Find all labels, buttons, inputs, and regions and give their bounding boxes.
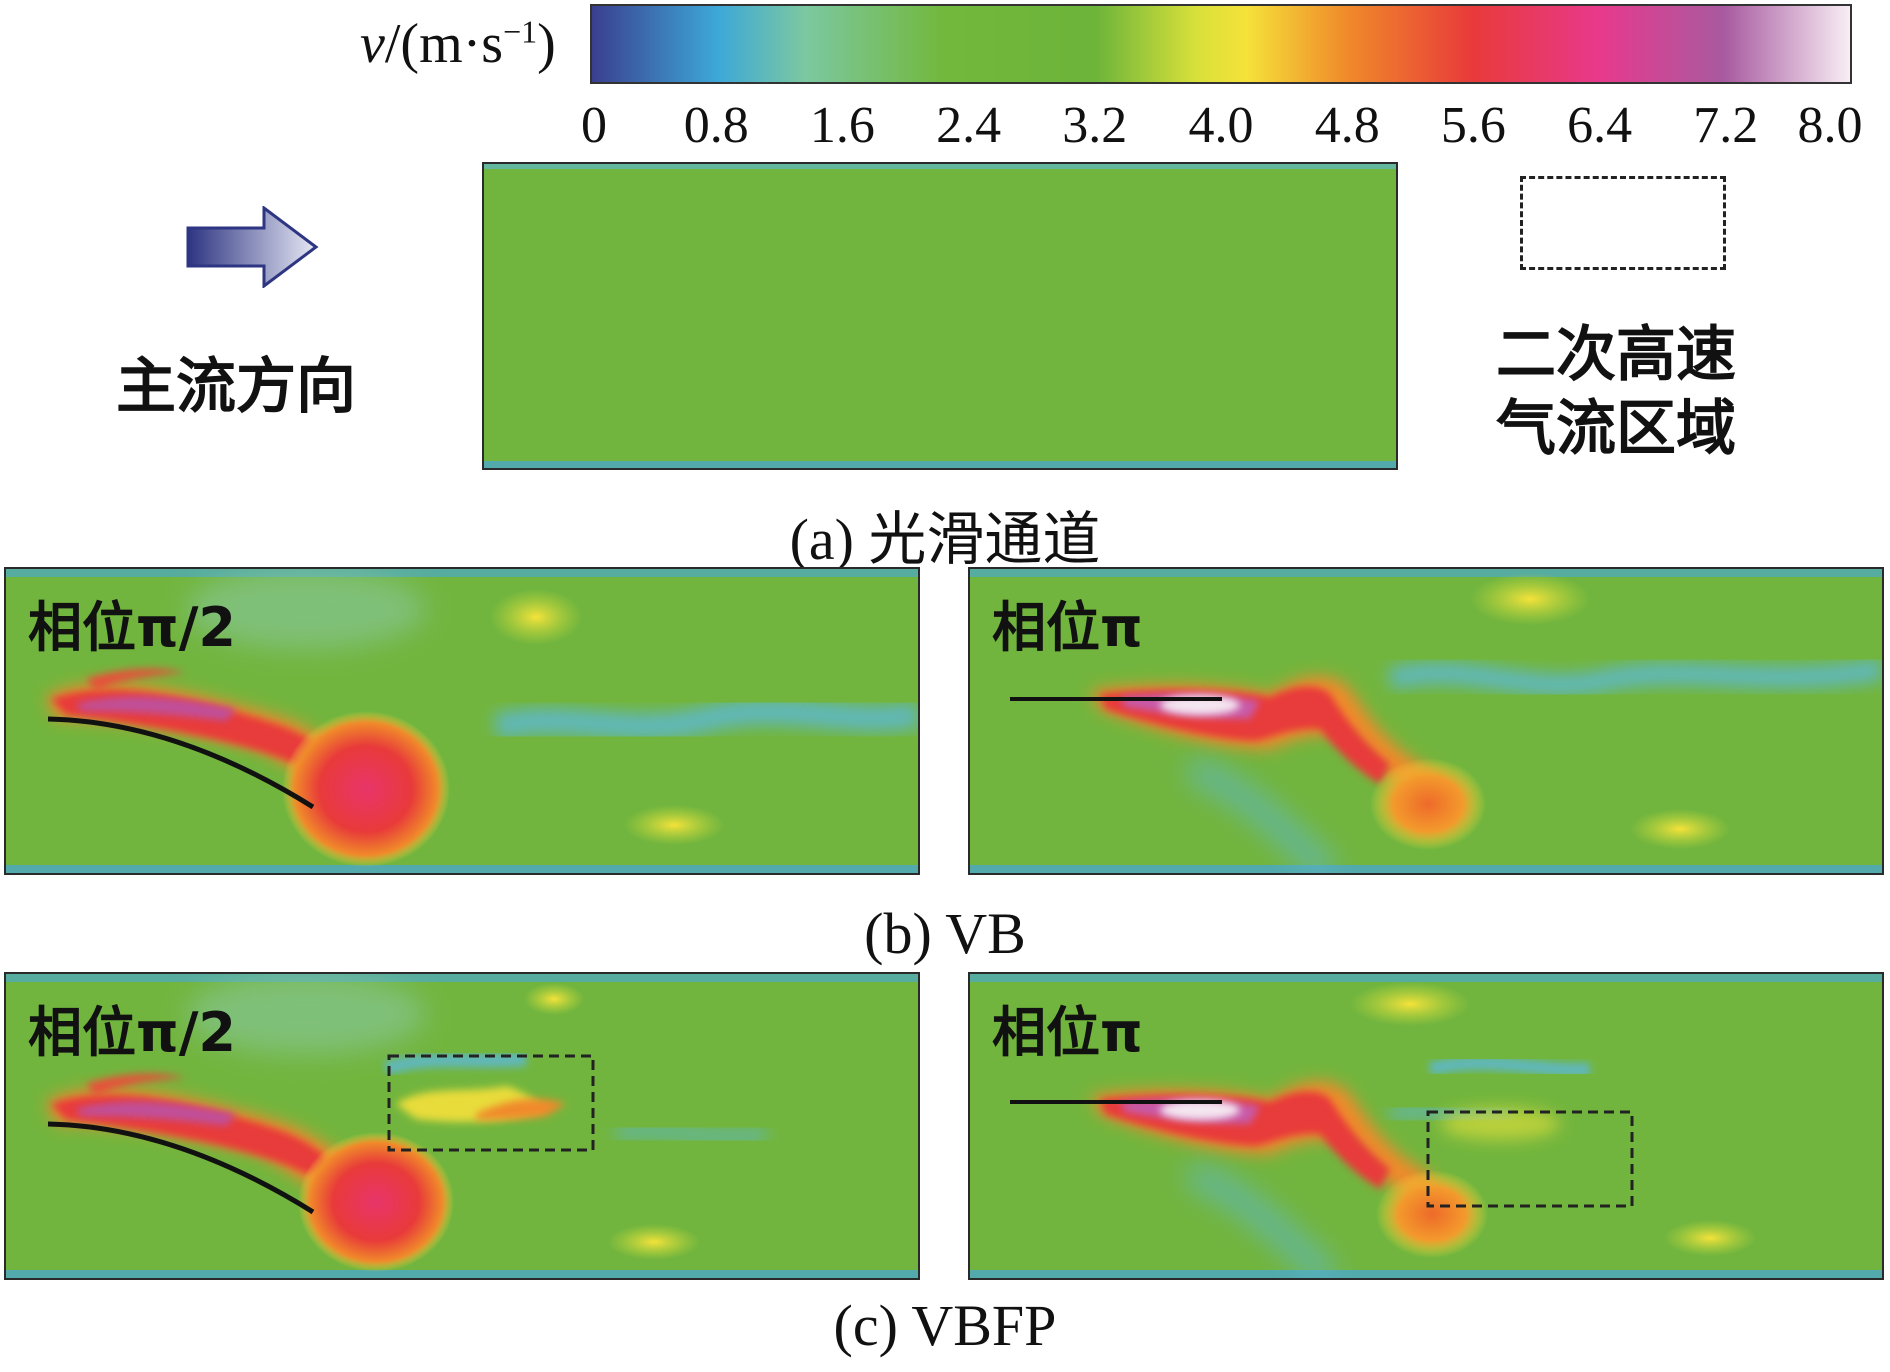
vb-phase-pi-panel: 相位π (968, 567, 1884, 875)
secondary-region-label-line2: 气流区域 (1496, 394, 1736, 464)
colorbar-tick-label: 6.4 (1567, 97, 1633, 154)
colorbar-label: v/(m·s−1) (360, 12, 556, 76)
colorbar-tick-label: 7.2 (1693, 97, 1759, 154)
colorbar-label-unit: /(m·s (384, 13, 504, 75)
vbfp-phase-pi-field (970, 974, 1882, 1278)
colorbar-label-exponent: −1 (503, 13, 538, 50)
vbfp-phase-half-pi-label: 相位π/2 (28, 1001, 237, 1064)
vb-phase-half-pi-panel: 相位π/2 (4, 567, 920, 875)
colorbar (590, 4, 1852, 84)
vbfp-half-pi-secondary-region-box (387, 1054, 595, 1152)
caption-b: (b) VB (864, 901, 1026, 966)
caption-a: (a) 光滑通道 (789, 507, 1101, 572)
vbfp-phase-pi-panel: 相位π (968, 972, 1884, 1280)
caption-c: (c) VBFP (833, 1293, 1057, 1358)
colorbar-tick-label: 8.0 (1797, 97, 1863, 154)
colorbar-tick-label: 5.6 (1440, 97, 1506, 154)
secondary-region-legend-box (1520, 176, 1726, 270)
vbfp-phase-half-pi-panel: 相位π/2 (4, 972, 920, 1280)
colorbar-tick-label: 4.8 (1314, 97, 1380, 154)
colorbar-tick-label: 0 (581, 97, 607, 154)
vb-phase-half-pi-label: 相位π/2 (28, 596, 237, 659)
colorbar-tick-label: 3.2 (1062, 97, 1128, 154)
smooth-channel-panel (482, 162, 1398, 470)
smooth-channel-field (484, 164, 1396, 468)
flow-direction-arrow-icon (186, 206, 319, 288)
colorbar-tick-label: 1.6 (809, 97, 875, 154)
vbfp-phase-pi-label: 相位π (992, 1001, 1143, 1064)
colorbar-label-close: ) (537, 13, 556, 75)
colorbar-label-var: v (360, 13, 385, 75)
secondary-region-label-line1: 二次高速 (1496, 320, 1736, 390)
vbfp-phase-half-pi-field (6, 974, 918, 1278)
vb-phase-pi-field (970, 569, 1882, 873)
vbfp-pi-secondary-region-box (1426, 1110, 1634, 1208)
colorbar-tick-label: 4.0 (1188, 97, 1254, 154)
vb-phase-half-pi-field (6, 569, 918, 873)
flow-direction-label: 主流方向 (116, 352, 356, 422)
colorbar-tick-label: 0.8 (683, 97, 749, 154)
vb-phase-pi-label: 相位π (992, 596, 1143, 659)
colorbar-tick-label: 2.4 (936, 97, 1002, 154)
secondary-region-label: 二次高速 气流区域 (1496, 318, 1736, 466)
